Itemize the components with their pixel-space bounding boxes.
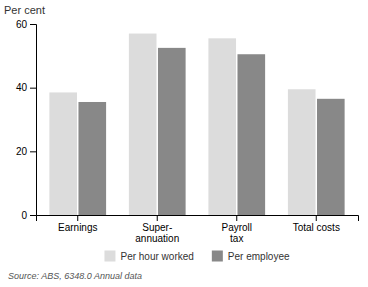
x-axis-line	[37, 216, 359, 222]
y-tick: 40	[16, 82, 36, 93]
y-axis-line	[30, 25, 37, 216]
legend-swatch	[212, 251, 223, 262]
y-tick-label: 0	[21, 210, 27, 221]
bar-series	[78, 48, 344, 215]
bar	[129, 34, 157, 215]
bar	[158, 48, 186, 215]
x-tick-label-line: Earnings	[58, 222, 97, 233]
y-axis: 0 20 40 60	[16, 19, 37, 221]
x-tick-label: Super-annuation	[135, 222, 179, 244]
bar	[237, 54, 265, 215]
bar-series	[49, 34, 315, 215]
legend-label: Per employee	[228, 251, 290, 262]
x-tick-label: Payrolltax	[221, 222, 252, 244]
x-tick-label-line: Payroll	[221, 222, 252, 233]
legend-swatch	[104, 251, 115, 262]
x-tick-label-line: tax	[230, 233, 243, 244]
y-tick-label: 40	[16, 82, 28, 93]
bar	[78, 102, 106, 215]
x-tick: Payrolltax	[221, 215, 252, 244]
plot-area: 0 20 40 60 Earnings Super-annuation Payrolltax…	[16, 19, 359, 244]
x-tick: Total costs	[293, 215, 340, 233]
x-tick-mark	[77, 215, 78, 221]
y-tick-label: 20	[16, 146, 28, 157]
x-tick-label: Earnings	[58, 222, 97, 233]
legend-label: Per hour worked	[120, 251, 193, 262]
chart-container: 0 20 40 60 Earnings Super-annuation Payrolltax…	[0, 0, 368, 287]
bars	[49, 34, 344, 215]
legend-item: Per employee	[212, 251, 290, 262]
x-tick-mark	[236, 215, 237, 221]
x-axis: Earnings Super-annuation Payrolltax Total c…	[37, 215, 359, 244]
y-tick: 0	[21, 210, 36, 221]
y-tick: 20	[16, 146, 36, 157]
x-tick-mark	[157, 215, 158, 221]
bar	[208, 38, 236, 215]
y-axis-label: Per cent	[4, 4, 45, 16]
y-tick-mark	[30, 88, 36, 89]
bar	[288, 89, 316, 215]
legend-item: Per hour worked	[104, 251, 193, 262]
x-tick: Super-annuation	[135, 215, 179, 244]
y-tick-label: 60	[16, 19, 28, 30]
x-tick-label: Total costs	[293, 222, 340, 233]
x-tick-label-line: Super-	[142, 222, 172, 233]
bar	[49, 92, 77, 215]
y-tick-mark	[30, 215, 36, 216]
y-tick-mark	[30, 151, 36, 152]
x-tick-mark	[316, 215, 317, 221]
annotation: Source: ABS, 6348.0 Annual data	[8, 271, 142, 281]
bar	[317, 99, 345, 215]
y-tick: 60	[16, 19, 36, 30]
x-tick-label-line: Total costs	[293, 222, 340, 233]
legend: Per hour worked Per employee	[104, 251, 290, 262]
y-tick-mark	[30, 24, 36, 25]
x-tick: Earnings	[58, 215, 97, 233]
x-tick-label-line: annuation	[135, 233, 179, 244]
chart-svg: 0 20 40 60 Earnings Super-annuation Payrolltax…	[0, 0, 368, 287]
